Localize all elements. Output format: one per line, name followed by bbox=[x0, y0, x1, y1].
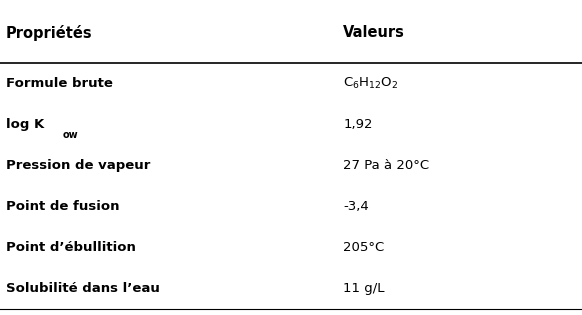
Text: Formule brute: Formule brute bbox=[6, 77, 113, 90]
Text: 27 Pa à 20°C: 27 Pa à 20°C bbox=[343, 159, 430, 172]
Text: log K: log K bbox=[6, 118, 44, 131]
Text: Valeurs: Valeurs bbox=[343, 25, 405, 40]
Text: Point d’ébullition: Point d’ébullition bbox=[6, 241, 136, 254]
Text: 205°C: 205°C bbox=[343, 241, 385, 254]
Text: C$_6$H$_{12}$O$_2$: C$_6$H$_{12}$O$_2$ bbox=[343, 76, 399, 91]
Text: Propriétés: Propriétés bbox=[6, 25, 93, 41]
Text: 11 g/L: 11 g/L bbox=[343, 282, 385, 295]
Text: 1,92: 1,92 bbox=[343, 118, 373, 131]
Text: Pression de vapeur: Pression de vapeur bbox=[6, 159, 150, 172]
Text: Point de fusion: Point de fusion bbox=[6, 200, 119, 213]
Text: ow: ow bbox=[63, 129, 79, 140]
Text: -3,4: -3,4 bbox=[343, 200, 369, 213]
Text: Solubilité dans l’eau: Solubilité dans l’eau bbox=[6, 282, 159, 295]
